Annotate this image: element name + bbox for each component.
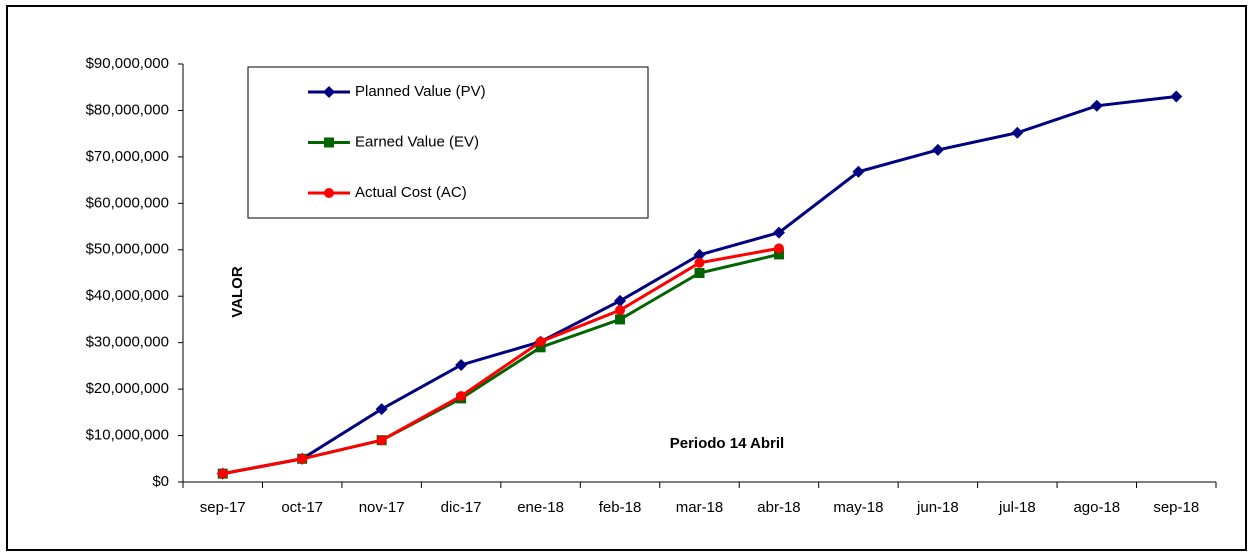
- marker: [1011, 126, 1024, 139]
- marker: [614, 294, 627, 307]
- marker: [456, 391, 467, 402]
- y-tick-label: $30,000,000: [86, 334, 169, 351]
- marker: [615, 305, 626, 316]
- y-tick-label: $90,000,000: [86, 55, 169, 72]
- marker: [693, 248, 706, 261]
- y-tick-label: $70,000,000: [86, 148, 169, 165]
- y-axis-label: VALOR: [229, 266, 246, 318]
- y-tick-label: $50,000,000: [86, 241, 169, 258]
- marker: [535, 342, 546, 353]
- marker: [376, 435, 387, 446]
- y-tick-label: $60,000,000: [86, 194, 169, 211]
- legend-label: Actual Cost (AC): [355, 184, 467, 201]
- x-tick-label: nov-17: [359, 499, 405, 516]
- x-tick-label: abr-18: [757, 499, 800, 516]
- marker: [535, 336, 546, 347]
- x-tick-label: feb-18: [599, 499, 642, 516]
- x-tick-label: sep-18: [1153, 499, 1199, 516]
- marker: [773, 249, 784, 260]
- marker: [324, 188, 334, 198]
- x-tick-label: ago-18: [1073, 499, 1120, 516]
- y-tick-label: $20,000,000: [86, 380, 169, 397]
- marker: [324, 137, 334, 148]
- annotation: Periodo 14 Abril: [670, 435, 784, 452]
- legend-label: Earned Value (EV): [355, 133, 479, 150]
- x-tick-label: jul-18: [998, 499, 1036, 516]
- marker: [297, 453, 308, 464]
- y-tick-label: $0: [152, 473, 169, 490]
- marker: [694, 257, 705, 268]
- marker: [852, 165, 865, 178]
- marker: [773, 243, 784, 254]
- y-tick-label: $40,000,000: [86, 287, 169, 304]
- legend-label: Planned Value (PV): [355, 83, 486, 100]
- marker: [323, 86, 335, 98]
- marker: [1170, 90, 1183, 103]
- marker: [694, 268, 705, 278]
- series-line: [222, 246, 780, 476]
- marker: [1090, 99, 1103, 112]
- marker: [455, 358, 468, 371]
- y-tick-label: $10,000,000: [86, 427, 169, 444]
- x-tick-label: ene-18: [517, 499, 564, 516]
- x-tick-label: mar-18: [676, 499, 724, 516]
- marker: [217, 468, 228, 479]
- marker: [931, 143, 944, 156]
- x-tick-label: may-18: [833, 499, 883, 516]
- x-tick-label: jun-18: [916, 499, 959, 516]
- marker: [772, 226, 785, 239]
- y-tick-label: $80,000,000: [86, 101, 169, 118]
- x-tick-label: sep-17: [200, 499, 246, 516]
- x-tick-label: oct-17: [281, 499, 323, 516]
- marker: [375, 403, 388, 416]
- x-tick-label: dic-17: [441, 499, 482, 516]
- marker: [615, 314, 626, 325]
